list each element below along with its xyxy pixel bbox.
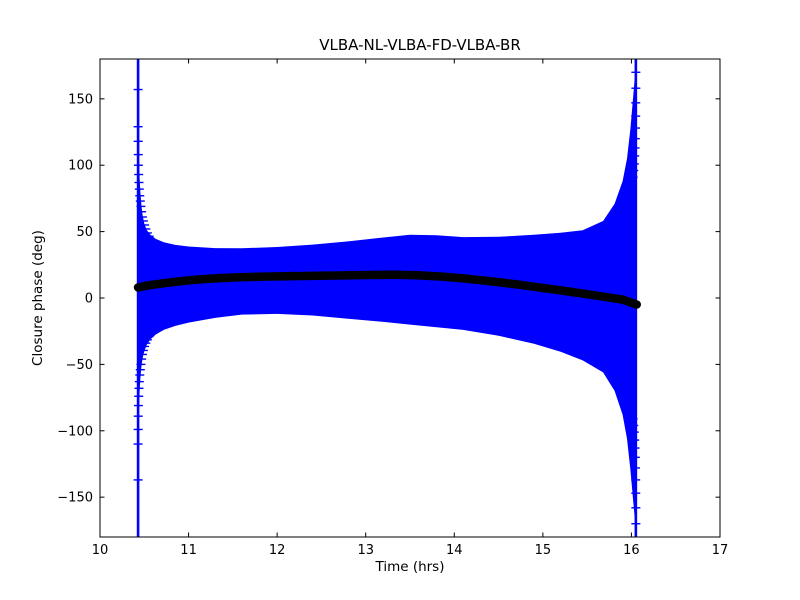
y-tick-label-50: 50 xyxy=(76,225,93,240)
x-tick-label-12: 12 xyxy=(269,543,286,558)
y-tick-label-−150: −150 xyxy=(57,491,93,506)
y-axis-label: Closure phase (deg) xyxy=(30,230,46,366)
chart-title-text: VLBA-NL-VLBA-FD-VLBA-BR xyxy=(319,36,521,54)
data-points-group xyxy=(133,270,641,309)
y-tick-label-150: 150 xyxy=(68,92,93,107)
errorbar-envelope xyxy=(138,59,636,537)
x-tick-label-15: 15 xyxy=(535,543,552,558)
x-tick-label-17: 17 xyxy=(712,543,729,558)
x-tick-label-14: 14 xyxy=(446,543,463,558)
y-tick-label-100: 100 xyxy=(68,159,93,174)
x-tick-label-11: 11 xyxy=(180,543,197,558)
y-tick-label-0: 0 xyxy=(85,292,93,307)
y-tick-label-−100: −100 xyxy=(57,424,93,439)
chart-title: VLBA-NL-VLBA-FD-VLBA-BR xyxy=(0,36,800,54)
x-tick-label-10: 10 xyxy=(92,543,109,558)
y-tick-label-−50: −50 xyxy=(66,358,93,373)
x-tick-label-13: 13 xyxy=(357,543,374,558)
x-axis-label: Time (hrs) xyxy=(375,559,445,575)
data-point-last xyxy=(632,300,641,309)
x-tick-label-16: 16 xyxy=(623,543,640,558)
